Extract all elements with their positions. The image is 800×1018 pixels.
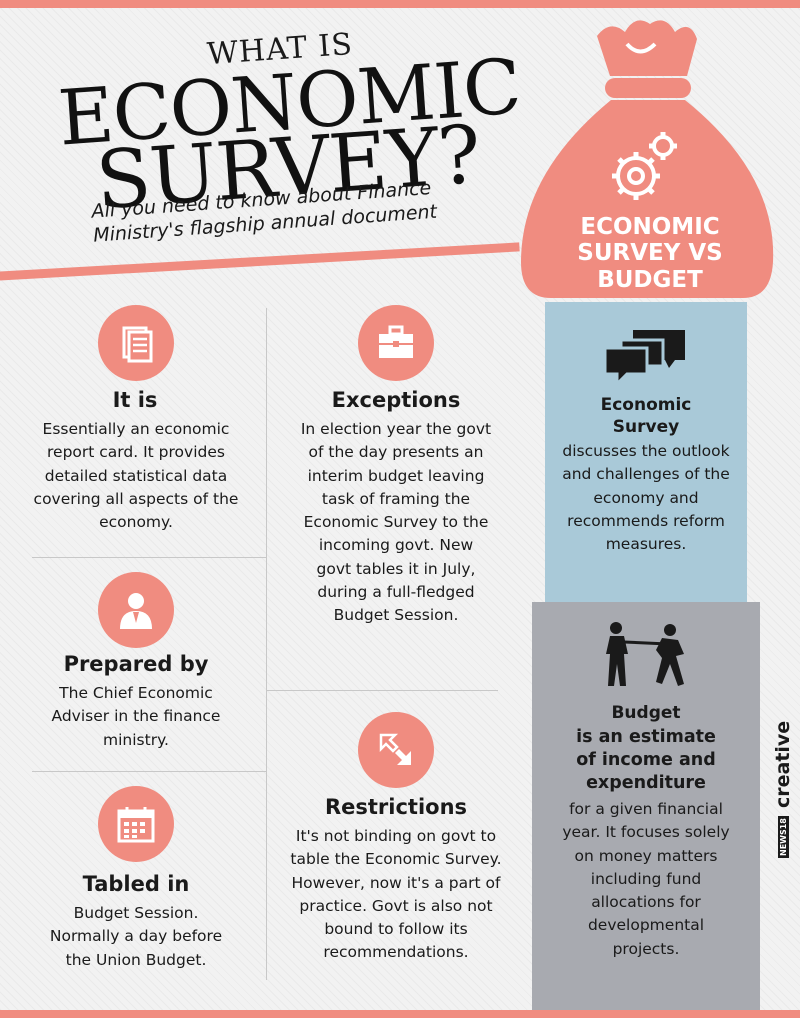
bottom-stripe <box>0 1010 800 1018</box>
economic-survey-panel: Economic Survey discusses the outlook an… <box>545 302 747 602</box>
survey-heading: Economic Survey <box>600 395 692 438</box>
middle-divider <box>266 690 498 691</box>
brand-word: creative <box>772 720 794 809</box>
title-divider <box>0 242 520 281</box>
speech-bubbles-icon <box>603 330 685 386</box>
brand-logo-box: NEWS18 <box>777 816 789 858</box>
budget-bold-text: is an estimate of income and expenditure <box>576 727 716 793</box>
money-bag-icon <box>521 20 774 298</box>
it-is-heading: It is <box>112 388 158 412</box>
briefcase-icon <box>379 325 413 358</box>
it-is-text: Essentially an economic report card. It … <box>33 420 239 531</box>
left-divider-2 <box>32 771 266 772</box>
bag-label-line1: ECONOMIC <box>580 214 720 240</box>
budget-heading: Budget <box>611 703 681 723</box>
document-icon-circle <box>98 305 174 381</box>
bag-label-line3: BUDGET <box>597 266 703 293</box>
tabled-in-heading: Tabled in <box>82 872 190 896</box>
restrictions-text: It's not binding on govt to table the Ec… <box>290 827 502 962</box>
document-icon <box>122 326 153 363</box>
bag-label-line2: SURVEY VS <box>577 240 723 267</box>
survey-text: discusses the outlook and challenges of … <box>562 442 730 553</box>
calendar-icon-circle <box>98 786 174 862</box>
prepared-by-text: The Chief Economic Adviser in the financ… <box>51 684 221 749</box>
top-stripe <box>0 0 800 8</box>
budget-text: for a given financial year. It focuses s… <box>562 800 730 958</box>
bag-label: ECONOMIC SURVEY VS BUDGET <box>540 214 760 293</box>
person-icon-circle <box>98 572 174 648</box>
person-icon <box>120 593 152 629</box>
tabled-in-text: Budget Session. Normally a day before th… <box>49 904 223 969</box>
column-divider <box>266 308 267 980</box>
brand-logo: NEWS18 creative <box>772 721 794 858</box>
left-divider-1 <box>32 557 266 558</box>
prepared-by-heading: Prepared by <box>63 652 209 676</box>
budget-panel: Budget is an estimate of income and expe… <box>532 602 760 1010</box>
briefcase-icon-circle <box>358 305 434 381</box>
expand-arrows-icon-circle <box>358 712 434 788</box>
tug-of-war-icon <box>606 622 684 686</box>
expand-arrows-icon <box>379 733 411 765</box>
exceptions-text: In election year the govt of the day pre… <box>300 420 492 624</box>
restrictions-heading: Restrictions <box>324 795 468 819</box>
exceptions-heading: Exceptions <box>331 388 461 412</box>
calendar-icon <box>117 807 155 843</box>
